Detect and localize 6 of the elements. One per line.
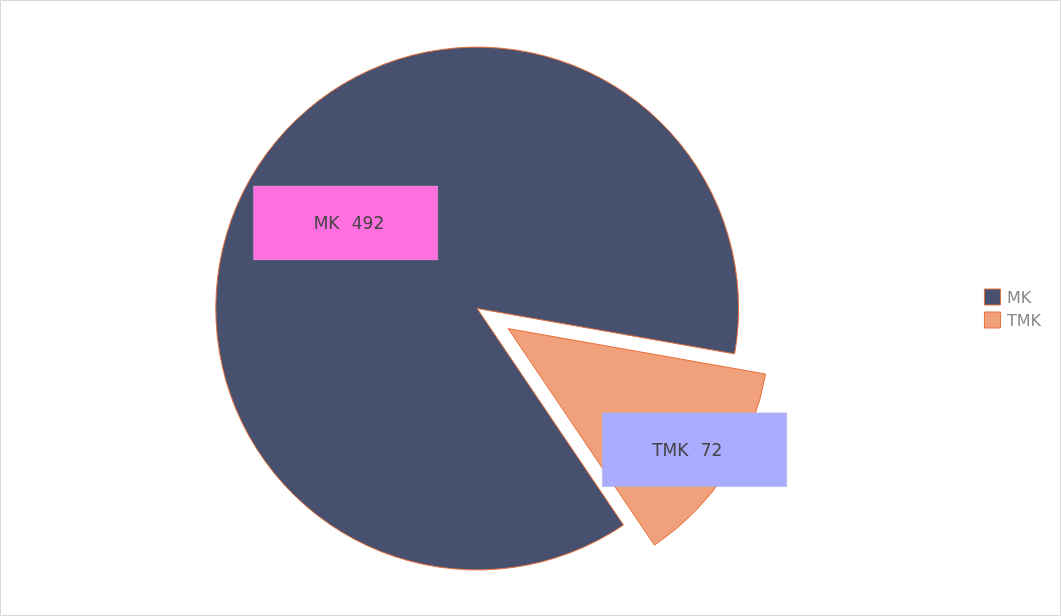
data-label: 72 xyxy=(700,440,723,461)
slice-label: TMK xyxy=(651,439,690,460)
data-label: 492 xyxy=(351,213,385,234)
slice-label: MK xyxy=(313,213,341,233)
legend-label: MK xyxy=(1006,287,1032,306)
legend-label: TMK xyxy=(1006,310,1041,329)
